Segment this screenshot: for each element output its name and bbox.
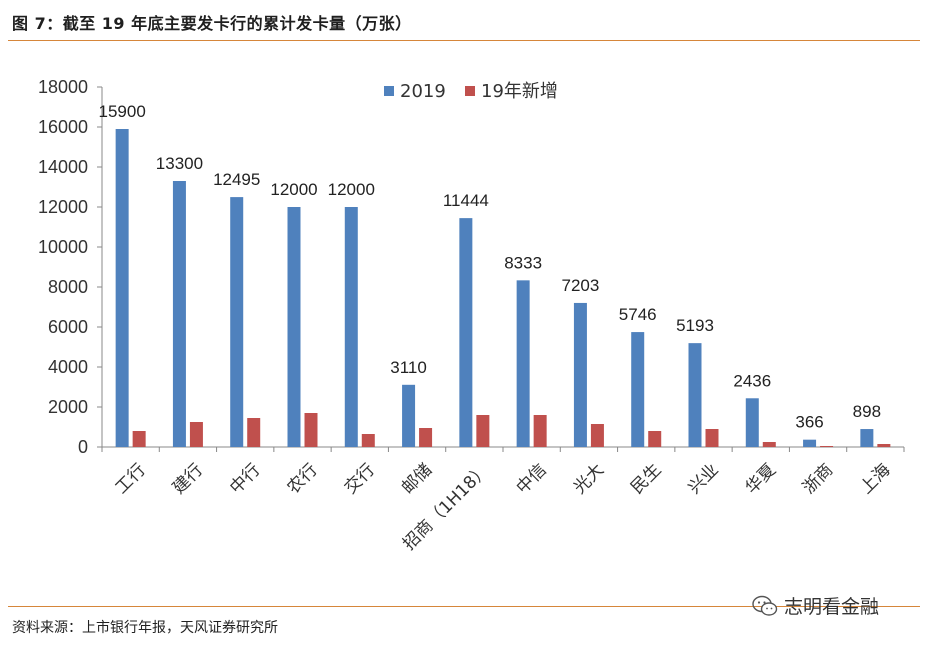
chart-axes: 0 2000 4000 6000 8000 10000 12000 14000 16000 180… [38,77,905,457]
footer-divider [8,606,920,607]
x-category-label: 农行 [283,460,321,498]
data-label: 11444 [443,191,489,210]
bar-2019 [459,218,473,447]
bar-chart: 0 2000 4000 6000 8000 10000 12000 14000 16000 180… [38,77,905,554]
title-divider [8,40,920,41]
y-tick-label: 8000 [48,277,88,297]
bar-19-new [361,434,375,447]
x-category-label: 中行 [226,460,264,498]
bar-2019 [860,429,874,447]
data-label: 12000 [270,180,317,199]
x-category-label: 上海 [856,460,894,498]
x-category-label: 工行 [112,460,150,498]
bar-19-new [648,431,662,447]
bar-19-new [304,413,318,447]
bar-2019 [402,384,416,447]
wechat-icon [752,595,778,616]
y-tick-label: 18000 [38,77,88,97]
bar-2019 [573,302,587,447]
data-label: 3110 [390,358,427,377]
bar-2019 [631,332,645,447]
y-tick-label: 14000 [38,157,88,177]
x-category-label: 光大 [570,460,608,498]
bar-2019 [287,207,301,447]
bar-2019 [803,439,817,447]
bar-19-new [419,428,433,447]
data-label: 5193 [676,316,714,335]
data-label: 366 [795,413,823,432]
data-label: 15900 [99,102,146,121]
bar-2019 [172,181,186,447]
source-note: 资料来源：上市银行年报，天风证券研究所 [12,620,278,636]
bar-19-new [476,415,490,447]
legend-swatch-19-new [465,86,475,96]
data-label: 898 [853,402,881,421]
legend-label-19-new: 19年新增 [481,81,558,102]
y-tick-label: 6000 [48,317,88,337]
data-label: 8333 [504,253,542,272]
watermark-text: 志明看金融 [784,596,880,618]
bar-2019 [745,398,759,447]
watermark: 志明看金融 [752,592,879,619]
data-label: 7203 [562,276,600,295]
data-label: 12495 [213,170,260,189]
bar-2019 [688,343,702,447]
bar-19-new [590,424,604,447]
bar-19-new [877,444,891,447]
legend-swatch-2019 [384,86,394,96]
chart-labels: 15900 工行 13300 建行 12495 中行 12000 农行 12000 交行 3110 邮… [99,102,895,554]
bar-19-new [705,429,719,447]
bar-19-new [762,442,776,447]
y-tick-label: 12000 [38,197,88,217]
x-category-label: 邮储 [398,460,436,498]
bar-2019 [344,207,358,447]
data-label: 5746 [619,305,657,324]
bar-19-new [189,422,203,447]
legend-label-2019: 2019 [400,81,446,102]
x-category-label: 民生 [627,460,665,498]
y-tick-label: 2000 [48,397,88,417]
y-tick-label: 10000 [38,237,88,257]
x-category-label: 华夏 [742,460,780,498]
chart-bars [115,129,891,447]
x-category-label: 中信 [513,460,551,498]
data-label: 12000 [328,180,375,199]
x-category-label: 建行 [169,460,207,498]
data-label: 2436 [733,371,771,390]
y-tick-label: 0 [78,437,88,457]
bar-19-new [247,418,261,447]
chart-legend: 2019 19年新增 [384,81,558,102]
y-tick-label: 4000 [48,357,88,377]
x-category-label: 兴业 [684,460,722,498]
bar-19-new [533,415,547,447]
bar-2019 [516,280,530,447]
bar-2019 [115,129,129,447]
x-category-label: 浙商 [799,460,837,498]
bar-19-new [132,431,146,447]
y-tick-label: 16000 [38,117,88,137]
x-category-label: 交行 [341,460,379,498]
bar-19-new [820,446,834,447]
data-label: 13300 [156,154,203,173]
figure-title: 图 7：截至 19 年底主要发卡行的累计发卡量（万张） [12,14,412,33]
bar-2019 [230,197,244,447]
